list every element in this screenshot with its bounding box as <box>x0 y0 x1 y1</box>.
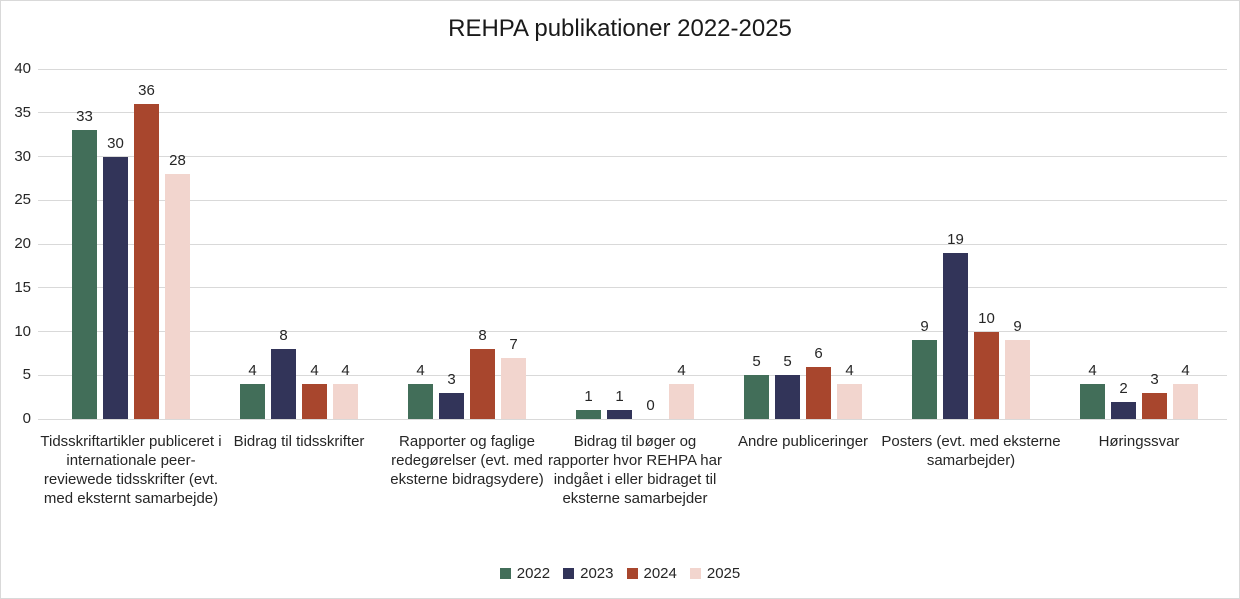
bar-2023 <box>271 349 296 419</box>
gridline <box>38 156 1227 157</box>
bar-value-label: 4 <box>341 362 350 379</box>
legend-item-2023: 2023 <box>563 565 614 582</box>
y-axis-tick-label: 5 <box>22 366 31 384</box>
y-axis-tick-label: 20 <box>14 235 31 252</box>
bar-value-label: 4 <box>248 362 257 379</box>
gridline <box>38 112 1227 114</box>
bar-value-label: 0 <box>646 397 655 414</box>
bar-value-label: 1 <box>584 388 593 406</box>
bar-value-label: 4 <box>416 362 425 379</box>
legend-item-2025: 2025 <box>689 565 741 582</box>
bar-2024 <box>302 384 327 419</box>
bar-value-label: 30 <box>107 134 124 152</box>
legend-swatch-icon <box>499 568 511 579</box>
bar-value-label: 4 <box>677 362 686 379</box>
bar-2024 <box>134 104 159 419</box>
bar-value-label: 3 <box>447 370 456 388</box>
bar-value-label: 6 <box>814 344 823 362</box>
bar-value-label: 4 <box>845 362 854 379</box>
y-axis-tick-label: 10 <box>14 322 31 340</box>
bar-value-label: 33 <box>76 108 93 126</box>
legend-item-2022: 2022 <box>499 565 551 582</box>
legend: 2022 2023 2024 2025 <box>1 565 1239 582</box>
bar-2022 <box>912 340 937 419</box>
bar-value-label: 7 <box>509 335 518 353</box>
bar-2024 <box>974 331 999 419</box>
bar-2022 <box>408 384 433 419</box>
legend-swatch-icon <box>626 568 638 579</box>
y-axis-tick-label: 0 <box>22 410 31 427</box>
bar-2022 <box>72 130 97 419</box>
bar-2024 <box>806 366 831 419</box>
bar-value-label: 28 <box>169 152 186 169</box>
bar-value-label: 3 <box>1150 370 1159 388</box>
x-axis-category-label: Posters (evt. med eksterne samarbejder) <box>881 433 1061 469</box>
bar-value-label: 10 <box>978 309 995 327</box>
legend-swatch-icon <box>563 568 575 579</box>
bar-value-label: 9 <box>920 318 929 336</box>
bar-2025 <box>1005 340 1030 419</box>
gridline <box>38 68 1227 70</box>
x-axis-category-label: Høringssvar <box>1098 433 1180 450</box>
bar-2025 <box>165 174 190 419</box>
bar-value-label: 9 <box>1013 318 1022 336</box>
bar-2022 <box>240 384 265 419</box>
bar-2023 <box>103 156 128 419</box>
gridline <box>38 331 1227 332</box>
gridline <box>38 418 1227 420</box>
bar-2022 <box>576 410 601 419</box>
bar-value-label: 5 <box>783 353 792 371</box>
bar-value-label: 4 <box>1088 362 1097 379</box>
gridline <box>38 287 1227 289</box>
bar-2025 <box>1173 384 1198 419</box>
bar-2023 <box>943 252 968 419</box>
x-axis-category-label: Rapporter og faglige redegørelser (evt. … <box>390 433 544 488</box>
legend-label: 2025 <box>706 565 741 582</box>
bar-2025 <box>501 357 526 419</box>
bar-2022 <box>744 375 769 419</box>
bar-2024 <box>470 349 495 419</box>
gridline <box>38 199 1227 201</box>
gridline <box>38 243 1227 245</box>
bar-2025 <box>837 384 862 419</box>
bar-value-label: 5 <box>752 353 761 371</box>
bar-value-label: 4 <box>1181 362 1190 379</box>
bar-value-label: 8 <box>478 327 487 344</box>
legend-label: 2024 <box>643 565 677 582</box>
chart-title: REHPA publikationer 2022-2025 <box>448 15 792 42</box>
y-axis-tick-label: 15 <box>14 278 31 296</box>
bar-2023 <box>439 392 464 419</box>
bar-value-label: 36 <box>138 82 155 99</box>
bar-2023 <box>775 375 800 419</box>
bar-value-label: 8 <box>279 327 288 344</box>
legend-label: 2022 <box>516 565 551 582</box>
legend-item-2024: 2024 <box>626 565 677 582</box>
y-axis-tick-label: 25 <box>14 191 31 209</box>
bar-2024 <box>1142 392 1167 419</box>
legend-label: 2023 <box>580 565 614 582</box>
y-axis-tick-label: 35 <box>14 103 31 121</box>
x-axis-category-label: Tidsskriftartikler publiceret i internat… <box>40 433 222 507</box>
bar-2023 <box>607 410 632 419</box>
bar-2022 <box>1080 384 1105 419</box>
y-axis-tick-label: 30 <box>14 147 31 165</box>
gridline <box>38 374 1227 376</box>
bar-2023 <box>1111 401 1136 419</box>
bar-value-label: 1 <box>615 388 624 406</box>
x-axis-category-label: Bidrag til bøger og rapporter hvor REHPA… <box>548 433 722 507</box>
bar-2025 <box>333 384 358 419</box>
bar-value-label: 2 <box>1119 379 1128 397</box>
x-axis-category-label: Bidrag til tidsskrifter <box>233 433 365 450</box>
bar-value-label: 19 <box>947 230 964 248</box>
y-axis-tick-label: 40 <box>14 60 31 77</box>
bar-value-label: 4 <box>310 362 319 379</box>
bar-2025 <box>669 384 694 419</box>
legend-swatch-icon <box>689 568 701 579</box>
x-axis-category-label: Andre publiceringer <box>737 433 869 450</box>
